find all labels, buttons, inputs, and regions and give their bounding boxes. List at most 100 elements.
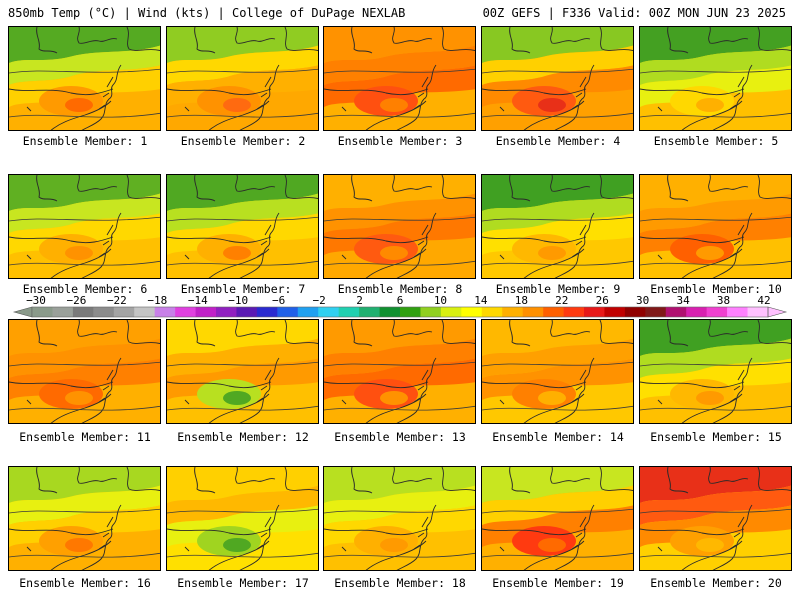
colorbar-swatch xyxy=(727,307,748,317)
ensemble-member-label: Ensemble Member: 13 xyxy=(334,430,466,444)
ensemble-member-map xyxy=(639,319,792,424)
ensemble-member-label: Ensemble Member: 20 xyxy=(650,576,782,590)
temperature-field xyxy=(167,320,318,423)
temperature-field xyxy=(640,320,791,423)
colorbar-swatch xyxy=(400,307,421,317)
colorbar-swatch xyxy=(604,307,626,317)
temperature-field xyxy=(640,175,791,278)
colorbar-tick-label: −18 xyxy=(147,294,167,307)
colorbar-swatch xyxy=(563,307,585,317)
ensemble-member-map xyxy=(166,26,319,131)
colorbar-swatch xyxy=(645,307,667,317)
temperature-field xyxy=(482,27,633,130)
colorbar-swatch xyxy=(277,307,299,317)
ensemble-member-map xyxy=(323,319,476,424)
colorbar-swatch xyxy=(338,307,360,317)
colorbar-tick-label: 10 xyxy=(434,294,447,307)
ensemble-member-label: Ensemble Member: 12 xyxy=(177,430,309,444)
colorbar-arrow-right xyxy=(767,306,788,318)
temperature-colorbar: −30 −26 −22 −18 −14 −10 −6 −2 2 6 10 14 18 22 26 30 34 38… xyxy=(12,294,788,318)
ensemble-member-label: Ensemble Member: 6 xyxy=(22,282,148,296)
colorbar-tick-label: −10 xyxy=(228,294,248,307)
colorbar-tick-label: 34 xyxy=(676,294,690,307)
colorbar-swatch xyxy=(297,307,319,317)
ensemble-member-map xyxy=(8,26,161,131)
temperature-field xyxy=(167,467,318,570)
temperature-field xyxy=(324,27,475,130)
temperature-field xyxy=(482,467,633,570)
temperature-field xyxy=(482,175,633,278)
colorbar-tick-label: 22 xyxy=(555,294,568,307)
ensemble-member-map xyxy=(166,174,319,279)
temperature-field xyxy=(9,175,160,278)
colorbar-swatch xyxy=(195,307,217,317)
colorbar-swatch xyxy=(379,307,401,317)
ensemble-member-map xyxy=(323,174,476,279)
map-title: 850mb Temp (°C) | Wind (kts) | College o… xyxy=(8,6,406,20)
run-valid-time: 00Z GEFS | F336 Valid: 00Z MON JUN 23 20… xyxy=(482,6,786,20)
ensemble-member-map xyxy=(8,319,161,424)
colorbar-swatch xyxy=(134,307,155,317)
temperature-field xyxy=(640,27,791,130)
colorbar-swatch xyxy=(522,307,544,317)
colorbar-swatch xyxy=(543,307,564,317)
colorbar-tick-label: 2 xyxy=(356,294,363,307)
colorbar-tick-label: 18 xyxy=(515,294,528,307)
ensemble-member-map xyxy=(166,466,319,571)
temperature-field xyxy=(167,175,318,278)
ensemble-member-label: Ensemble Member: 5 xyxy=(653,134,779,148)
colorbar-tick-label: 30 xyxy=(636,294,649,307)
ensemble-member-map xyxy=(323,26,476,131)
colorbar-swatch xyxy=(481,307,503,317)
colorbar-swatch xyxy=(747,307,769,317)
colorbar-swatch xyxy=(113,307,135,317)
ensemble-member-label: Ensemble Member: 14 xyxy=(492,430,624,444)
ensemble-member-label: Ensemble Member: 19 xyxy=(492,576,624,590)
colorbar-swatch xyxy=(686,307,707,317)
ensemble-member-label: Ensemble Member: 8 xyxy=(337,282,463,296)
colorbar-tick-label: −30 xyxy=(26,294,46,307)
colorbar-swatch xyxy=(236,307,258,317)
colorbar-tick-label: −26 xyxy=(67,294,87,307)
colorbar-swatch xyxy=(72,307,94,317)
temperature-field xyxy=(9,27,160,130)
temperature-field xyxy=(167,27,318,130)
ensemble-member-map xyxy=(481,319,634,424)
colorbar-arrow-left xyxy=(12,306,33,318)
ensemble-member-label: Ensemble Member: 16 xyxy=(19,576,151,590)
ensemble-member-label: Ensemble Member: 2 xyxy=(180,134,306,148)
temperature-field xyxy=(324,175,475,278)
temperature-field xyxy=(9,320,160,423)
ensemble-member-map xyxy=(481,466,634,571)
colorbar-tick-label: 14 xyxy=(474,294,488,307)
temperature-field xyxy=(324,320,475,423)
colorbar-swatch xyxy=(584,307,605,317)
ensemble-member-map xyxy=(323,466,476,571)
ensemble-member-label: Ensemble Member: 9 xyxy=(495,282,621,296)
colorbar-tick-label: −6 xyxy=(272,294,285,307)
temperature-field xyxy=(482,320,633,423)
colorbar-swatch xyxy=(359,307,380,317)
temperature-field xyxy=(9,467,160,570)
colorbar-tick-label: 26 xyxy=(596,294,609,307)
ensemble-member-label: Ensemble Member: 3 xyxy=(337,134,463,148)
ensemble-member-map xyxy=(639,174,792,279)
ensemble-member-label: Ensemble Member: 7 xyxy=(180,282,306,296)
colorbar-swatch xyxy=(154,307,176,317)
ensemble-member-map xyxy=(8,466,161,571)
colorbar-tick-label: 42 xyxy=(757,294,770,307)
colorbar-swatch xyxy=(175,307,196,317)
temperature-field xyxy=(640,467,791,570)
colorbar-swatch xyxy=(461,307,483,317)
ensemble-member-map xyxy=(639,466,792,571)
colorbar-swatch xyxy=(93,307,115,317)
colorbar-tick-label: 38 xyxy=(717,294,730,307)
ensemble-member-map xyxy=(481,174,634,279)
colorbar-swatch xyxy=(52,307,74,317)
colorbar-swatch xyxy=(624,307,646,317)
colorbar-tick-label: −14 xyxy=(188,294,208,307)
colorbar-swatch xyxy=(440,307,462,317)
ensemble-member-label: Ensemble Member: 17 xyxy=(177,576,309,590)
colorbar-swatch xyxy=(256,307,278,317)
colorbar-swatch xyxy=(420,307,442,317)
